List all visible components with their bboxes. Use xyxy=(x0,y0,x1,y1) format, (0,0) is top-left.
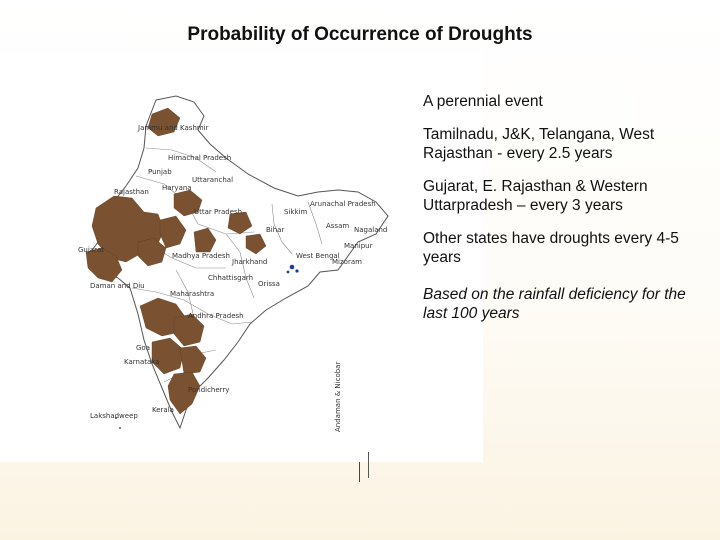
drought-region-jharkhand xyxy=(245,233,267,255)
drought-region-up-east xyxy=(227,211,253,235)
bullet-perennial: A perennial event xyxy=(423,93,543,110)
drought-region-mp-west xyxy=(137,237,167,267)
label-sikkim: Sikkim xyxy=(284,208,307,216)
water-marks xyxy=(286,264,299,274)
bullet-list: A perennial event Tamilnadu, J&K, Telang… xyxy=(423,92,713,337)
label-rajasthan: Rajasthan xyxy=(114,188,149,196)
label-nagaland: Nagaland xyxy=(354,226,387,234)
label-daman: Daman and Diu xyxy=(90,282,145,290)
label-pondicherry: Pondicherry xyxy=(188,386,229,394)
label-orissa: Orissa xyxy=(258,280,280,288)
island-marks xyxy=(115,417,369,478)
label-goa: Goa xyxy=(136,344,150,352)
label-hp: Himachal Pradesh xyxy=(168,154,231,162)
drought-region-west-up xyxy=(173,189,203,217)
label-assam: Assam xyxy=(326,222,349,230)
label-mp: Madhya Pradesh xyxy=(172,252,230,260)
label-manipur: Manipur xyxy=(344,242,373,250)
slide-title: Probability of Occurrence of Droughts xyxy=(187,24,533,45)
bullet-2-5-years: Tamilnadu, J&K, Telangana, West Rajastha… xyxy=(423,126,655,162)
label-jk: Jammu and Kashmir xyxy=(137,124,209,132)
label-kerala: Kerala xyxy=(152,406,174,414)
drought-region-mp-east xyxy=(193,227,217,253)
drought-regions xyxy=(85,107,267,415)
label-bihar: Bihar xyxy=(266,226,284,234)
label-chhattisgarh: Chhattisgarh xyxy=(208,274,253,282)
bullet-3-years: Gujarat, E. Rajasthan & Western Uttarpra… xyxy=(423,178,648,214)
label-jharkhand: Jharkhand xyxy=(231,258,267,266)
label-karnataka: Karnataka xyxy=(124,358,160,366)
drought-region-telangana xyxy=(173,313,205,347)
drought-region-east-rajasthan xyxy=(159,215,187,249)
bullet-4-5-years: Other states have droughts every 4-5 yea… xyxy=(423,230,679,266)
label-ap: Andhra Pradesh xyxy=(188,312,244,320)
label-uttaranchal: Uttaranchal xyxy=(192,176,233,184)
drought-region-gujarat xyxy=(85,247,123,283)
label-wb: West Bengal xyxy=(296,252,340,260)
drought-region-karnataka xyxy=(151,337,185,375)
label-mizoram: Mizoram xyxy=(332,258,362,266)
label-lakshadweep: Lakshadweep xyxy=(90,412,138,420)
drought-region-jk xyxy=(147,107,181,137)
vertical-divider xyxy=(359,462,360,482)
label-gujarat: Gujarat xyxy=(78,246,104,254)
label-arunachal: Arunachal Pradesh xyxy=(310,200,376,208)
label-punjab: Punjab xyxy=(148,168,172,176)
drought-region-rayalaseema xyxy=(179,345,207,375)
label-andaman: Andaman & Nicobar xyxy=(334,362,342,432)
source-note: Based on the rainfall deficiency for the… xyxy=(423,286,686,322)
label-maharashtra: Maharashtra xyxy=(170,290,214,298)
drought-region-tamilnadu xyxy=(167,371,201,415)
label-haryana: Haryana xyxy=(162,184,192,192)
india-drought-map: Jammu and Kashmir Himachal Pradesh Punja… xyxy=(78,95,389,478)
label-up: Uttar Pradesh xyxy=(194,208,242,216)
